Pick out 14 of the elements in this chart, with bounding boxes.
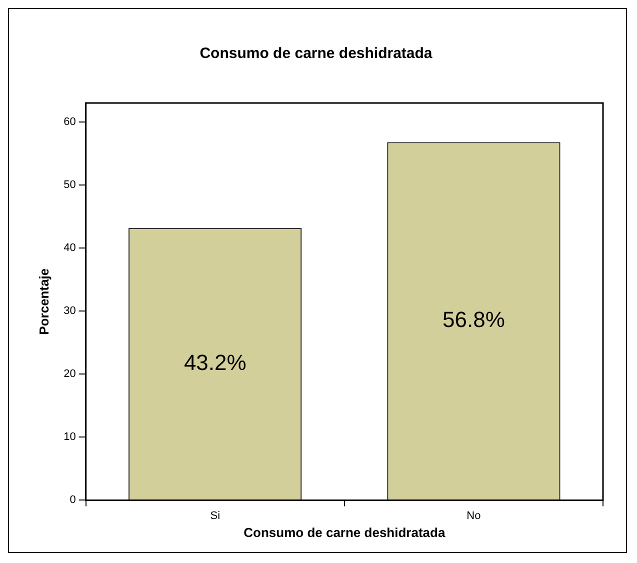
x-tick-label: No (466, 510, 481, 522)
x-tick-label: Si (210, 510, 220, 522)
y-tick-label: 20 (64, 368, 76, 380)
y-axis-title: Porcentaje (36, 268, 52, 335)
chart-title: Consumo de carne deshidratada (200, 45, 433, 62)
y-tick-label: 40 (64, 242, 76, 254)
data-label: 56.8% (442, 307, 505, 332)
y-tick-label: 50 (64, 178, 76, 191)
y-tick-label: 10 (64, 431, 76, 444)
data-label: 43.2% (184, 350, 246, 376)
y-tick-label: 30 (64, 305, 76, 318)
y-tick-label: 60 (64, 116, 76, 128)
y-tick-label: 0 (70, 494, 76, 506)
x-axis-title: Consumo de carne deshidratada (244, 524, 446, 540)
